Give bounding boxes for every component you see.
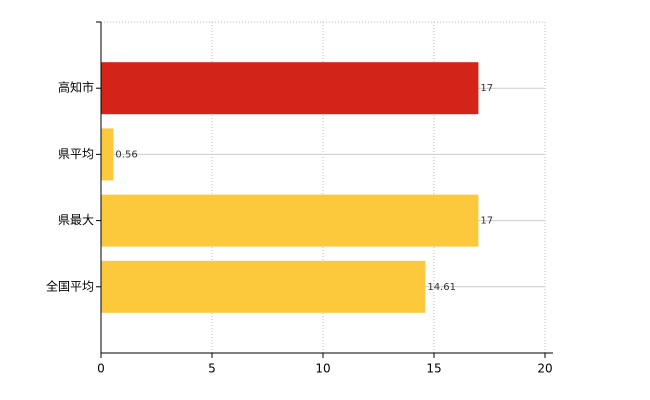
- y-tick-label: 高知市: [58, 80, 94, 95]
- y-tick-label: 県平均: [58, 147, 94, 161]
- y-tick-label: 県最大: [58, 213, 94, 227]
- bar: [101, 260, 426, 313]
- x-tick-label: 20: [537, 362, 552, 376]
- bar: [101, 194, 479, 247]
- value-label: 14.61: [427, 282, 456, 293]
- bar: [101, 62, 479, 115]
- value-label: 17: [480, 216, 493, 227]
- x-tick-label: 5: [208, 362, 216, 376]
- value-label: 0.56: [115, 149, 137, 160]
- x-tick-label: 15: [426, 362, 441, 376]
- value-label: 17: [480, 83, 493, 94]
- y-tick-label: 全国平均: [46, 278, 94, 293]
- x-tick-label: 10: [315, 362, 330, 376]
- x-tick-label: 0: [97, 362, 105, 376]
- bar: [101, 128, 114, 181]
